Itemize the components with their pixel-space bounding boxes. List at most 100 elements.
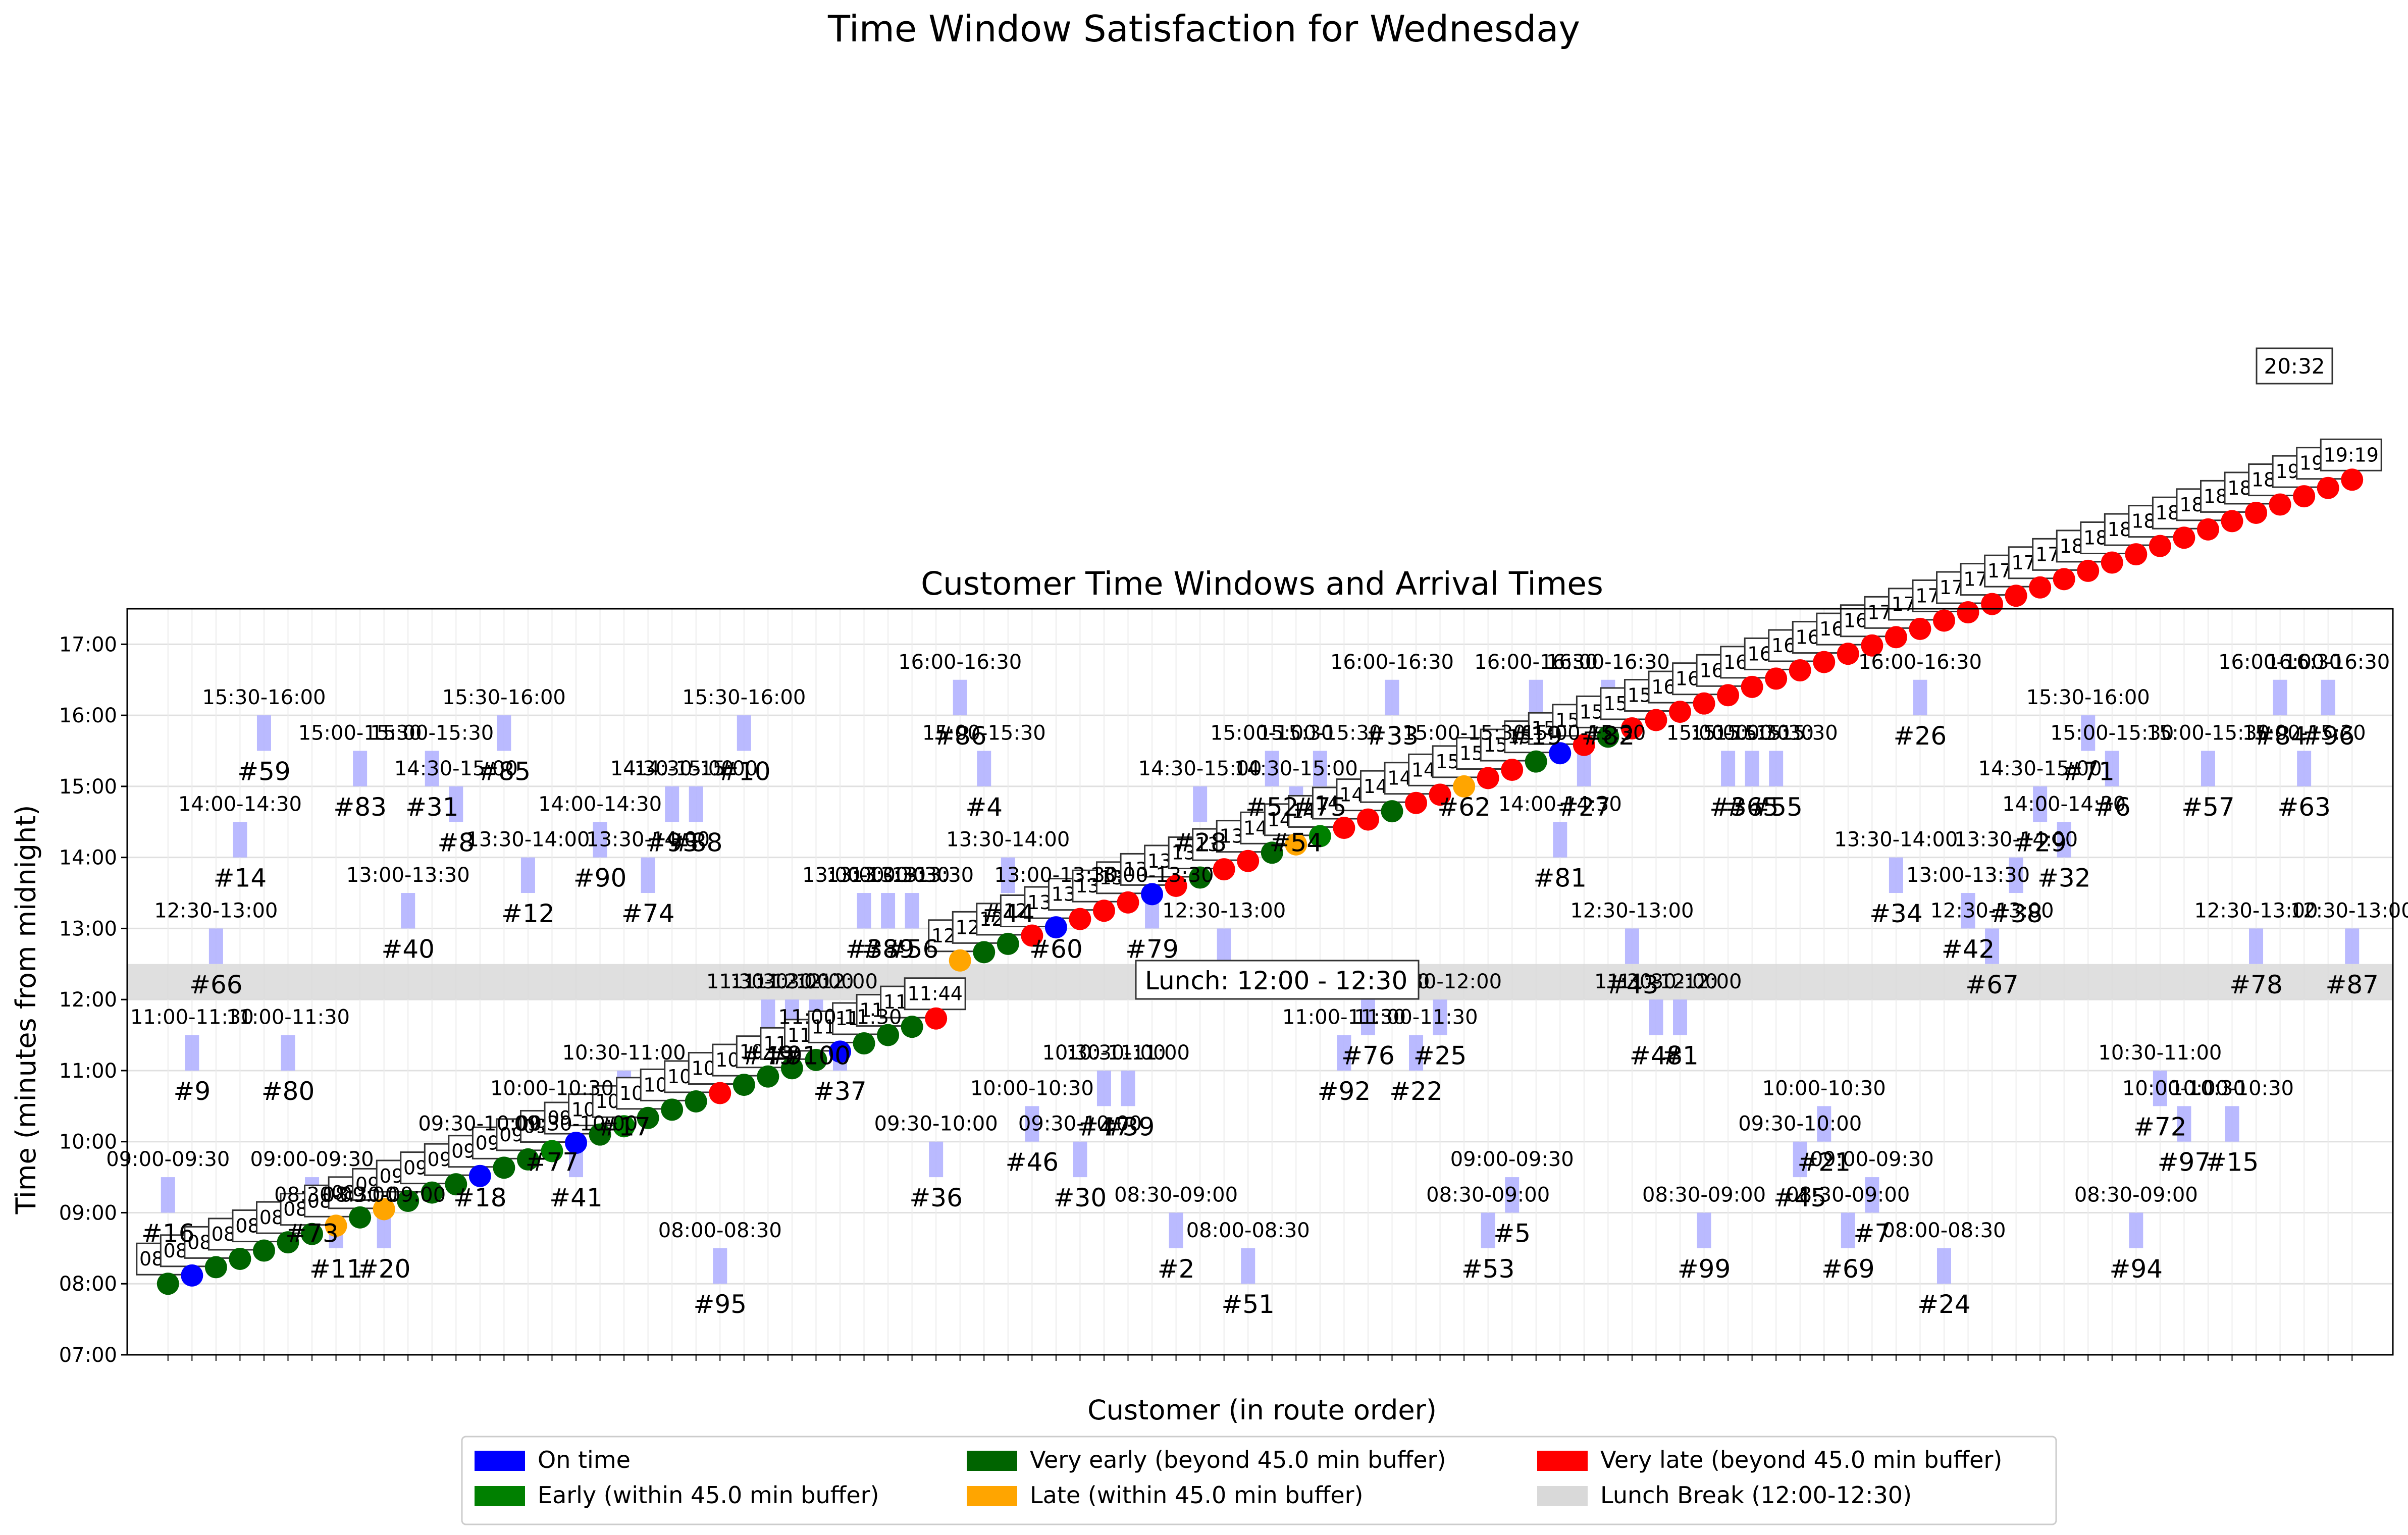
legend-label: Lunch Break (12:00-12:30) <box>1600 1481 1912 1509</box>
time-window-label: 15:30-16:00 <box>682 686 806 709</box>
customer-number-label: #62 <box>1437 792 1491 822</box>
customer-number-label: #17 <box>597 1112 651 1141</box>
time-window-label: 16:00-16:30 <box>1474 651 1598 674</box>
customer-number-label: #53 <box>1461 1254 1515 1284</box>
arrival-point <box>1501 759 1524 781</box>
customer-number-label: #67 <box>1965 970 2019 999</box>
lunch-annotation-label: Lunch: 12:00 - 12:30 <box>1145 966 1407 995</box>
time-window-label: 11:00-11:30 <box>778 1006 902 1029</box>
customer-number-label: #69 <box>1821 1254 1875 1284</box>
time-window-bar <box>689 786 703 822</box>
customer-number-label: #36 <box>909 1183 963 1212</box>
time-window-bar <box>2249 928 2264 964</box>
arrival-point <box>925 1007 948 1030</box>
customer-number-label: #76 <box>1341 1041 1395 1071</box>
arrival-point <box>1620 717 1643 739</box>
customer-number-label: #2 <box>1158 1254 1195 1284</box>
legend-swatch <box>475 1451 525 1471</box>
legend-swatch <box>967 1486 1017 1506</box>
time-window-bar <box>449 786 463 822</box>
time-window-bar <box>353 751 368 786</box>
time-window-bar <box>161 1177 175 1213</box>
arrival-point <box>613 1115 636 1138</box>
arrival-point <box>1189 866 1212 889</box>
arrival-point <box>468 1165 491 1187</box>
customer-number-label: #56 <box>885 934 939 964</box>
customer-number-label: #84 <box>2254 721 2307 751</box>
time-window-bar <box>665 786 679 822</box>
arrival-point <box>2101 551 2123 574</box>
customer-number-label: #4 <box>965 792 1003 822</box>
arrival-point <box>1141 883 1164 906</box>
time-window-label: 16:00-16:30 <box>1546 651 1670 674</box>
customer-number-label: #52 <box>1245 792 1299 822</box>
customer-number-label: #14 <box>214 864 267 893</box>
y-tick-label: 09:00 <box>59 1201 117 1225</box>
customer-number-label: #88 <box>669 828 723 857</box>
arrival-point <box>1957 601 1979 624</box>
time-window-bar <box>1025 1106 1039 1142</box>
customer-number-label: #34 <box>1869 899 1923 928</box>
time-window-label: 11:00-11:30 <box>1282 1006 1406 1029</box>
time-window-label: 15:00-15:30 <box>1210 722 1334 745</box>
time-window-label: 08:30-09:00 <box>2074 1183 2198 1206</box>
arrival-point <box>1981 593 2004 615</box>
time-window-bar <box>2177 1106 2191 1142</box>
time-window-label: 12:30-13:00 <box>1162 899 1286 922</box>
time-window-bar <box>1793 1141 1807 1178</box>
arrival-point <box>1213 858 1235 881</box>
arrival-point <box>1884 626 1907 649</box>
arrival-point <box>1525 750 1547 773</box>
customer-number-label: #18 <box>453 1183 507 1212</box>
arrival-point <box>301 1223 324 1245</box>
time-window-bar <box>1936 1248 1951 1284</box>
customer-number-label: #82 <box>1582 721 1635 751</box>
customer-number-label: #99 <box>1678 1254 1731 1284</box>
customer-number-label: #44 <box>981 899 1035 928</box>
time-window-bar <box>2129 1212 2143 1248</box>
time-window-label: 08:30-09:00 <box>1114 1183 1238 1206</box>
arrival-point <box>181 1264 203 1287</box>
time-window-bar <box>1193 786 1208 822</box>
time-window-label: 15:00-15:30 <box>2050 722 2174 745</box>
time-window-bar <box>1841 1212 1855 1248</box>
time-window-label: 12:30-13:00 <box>2290 899 2408 922</box>
arrival-point <box>1308 825 1331 848</box>
time-window-label: 09:30-10:00 <box>874 1113 998 1136</box>
customer-number-label: #63 <box>2277 792 2331 822</box>
time-window-bar <box>953 679 967 716</box>
time-window-label: 16:00-16:30 <box>898 651 1022 674</box>
customer-number-label: #29 <box>2013 828 2067 857</box>
customer-number-label: #42 <box>1942 934 1995 964</box>
time-window-label: 13:30-14:00 <box>586 828 710 852</box>
arrival-point <box>252 1239 275 1262</box>
arrival-point <box>828 1040 851 1063</box>
customer-number-label: #54 <box>1270 828 1323 857</box>
customer-number-label: #3 <box>1709 792 1747 822</box>
time-window-label: 12:30-13:00 <box>2194 899 2318 922</box>
y-tick-label: 11:00 <box>59 1060 117 1083</box>
time-window-label: 13:00-13:30 <box>346 864 470 887</box>
y-tick-label: 17:00 <box>59 633 117 656</box>
arrival-point <box>1741 675 1763 698</box>
customer-number-label: #77 <box>526 1148 579 1177</box>
arrival-point <box>1573 733 1595 756</box>
time-window-label: 13:00-13:30 <box>826 864 950 887</box>
time-window-bar <box>1409 1035 1424 1071</box>
time-window-bar <box>1673 999 1688 1035</box>
customer-number-label: #59 <box>237 757 291 786</box>
time-window-label: 16:00-16:30 <box>2266 651 2390 674</box>
arrival-point <box>1285 833 1307 856</box>
arrival-point <box>2317 477 2339 499</box>
legend: On time Early (within 45.0 min buffer) Ver… <box>461 1436 2057 1525</box>
time-window-label: 11:00-11:30 <box>130 1006 254 1029</box>
time-window-label: 15:00-15:30 <box>2146 722 2270 745</box>
customer-number-label: #92 <box>1318 1077 1371 1106</box>
arrival-point <box>421 1181 443 1204</box>
time-window-label: 08:00-08:30 <box>1882 1219 2006 1242</box>
legend-swatch <box>967 1451 1017 1471</box>
time-window-bar <box>520 857 535 893</box>
customer-number-label: #27 <box>1557 792 1611 822</box>
